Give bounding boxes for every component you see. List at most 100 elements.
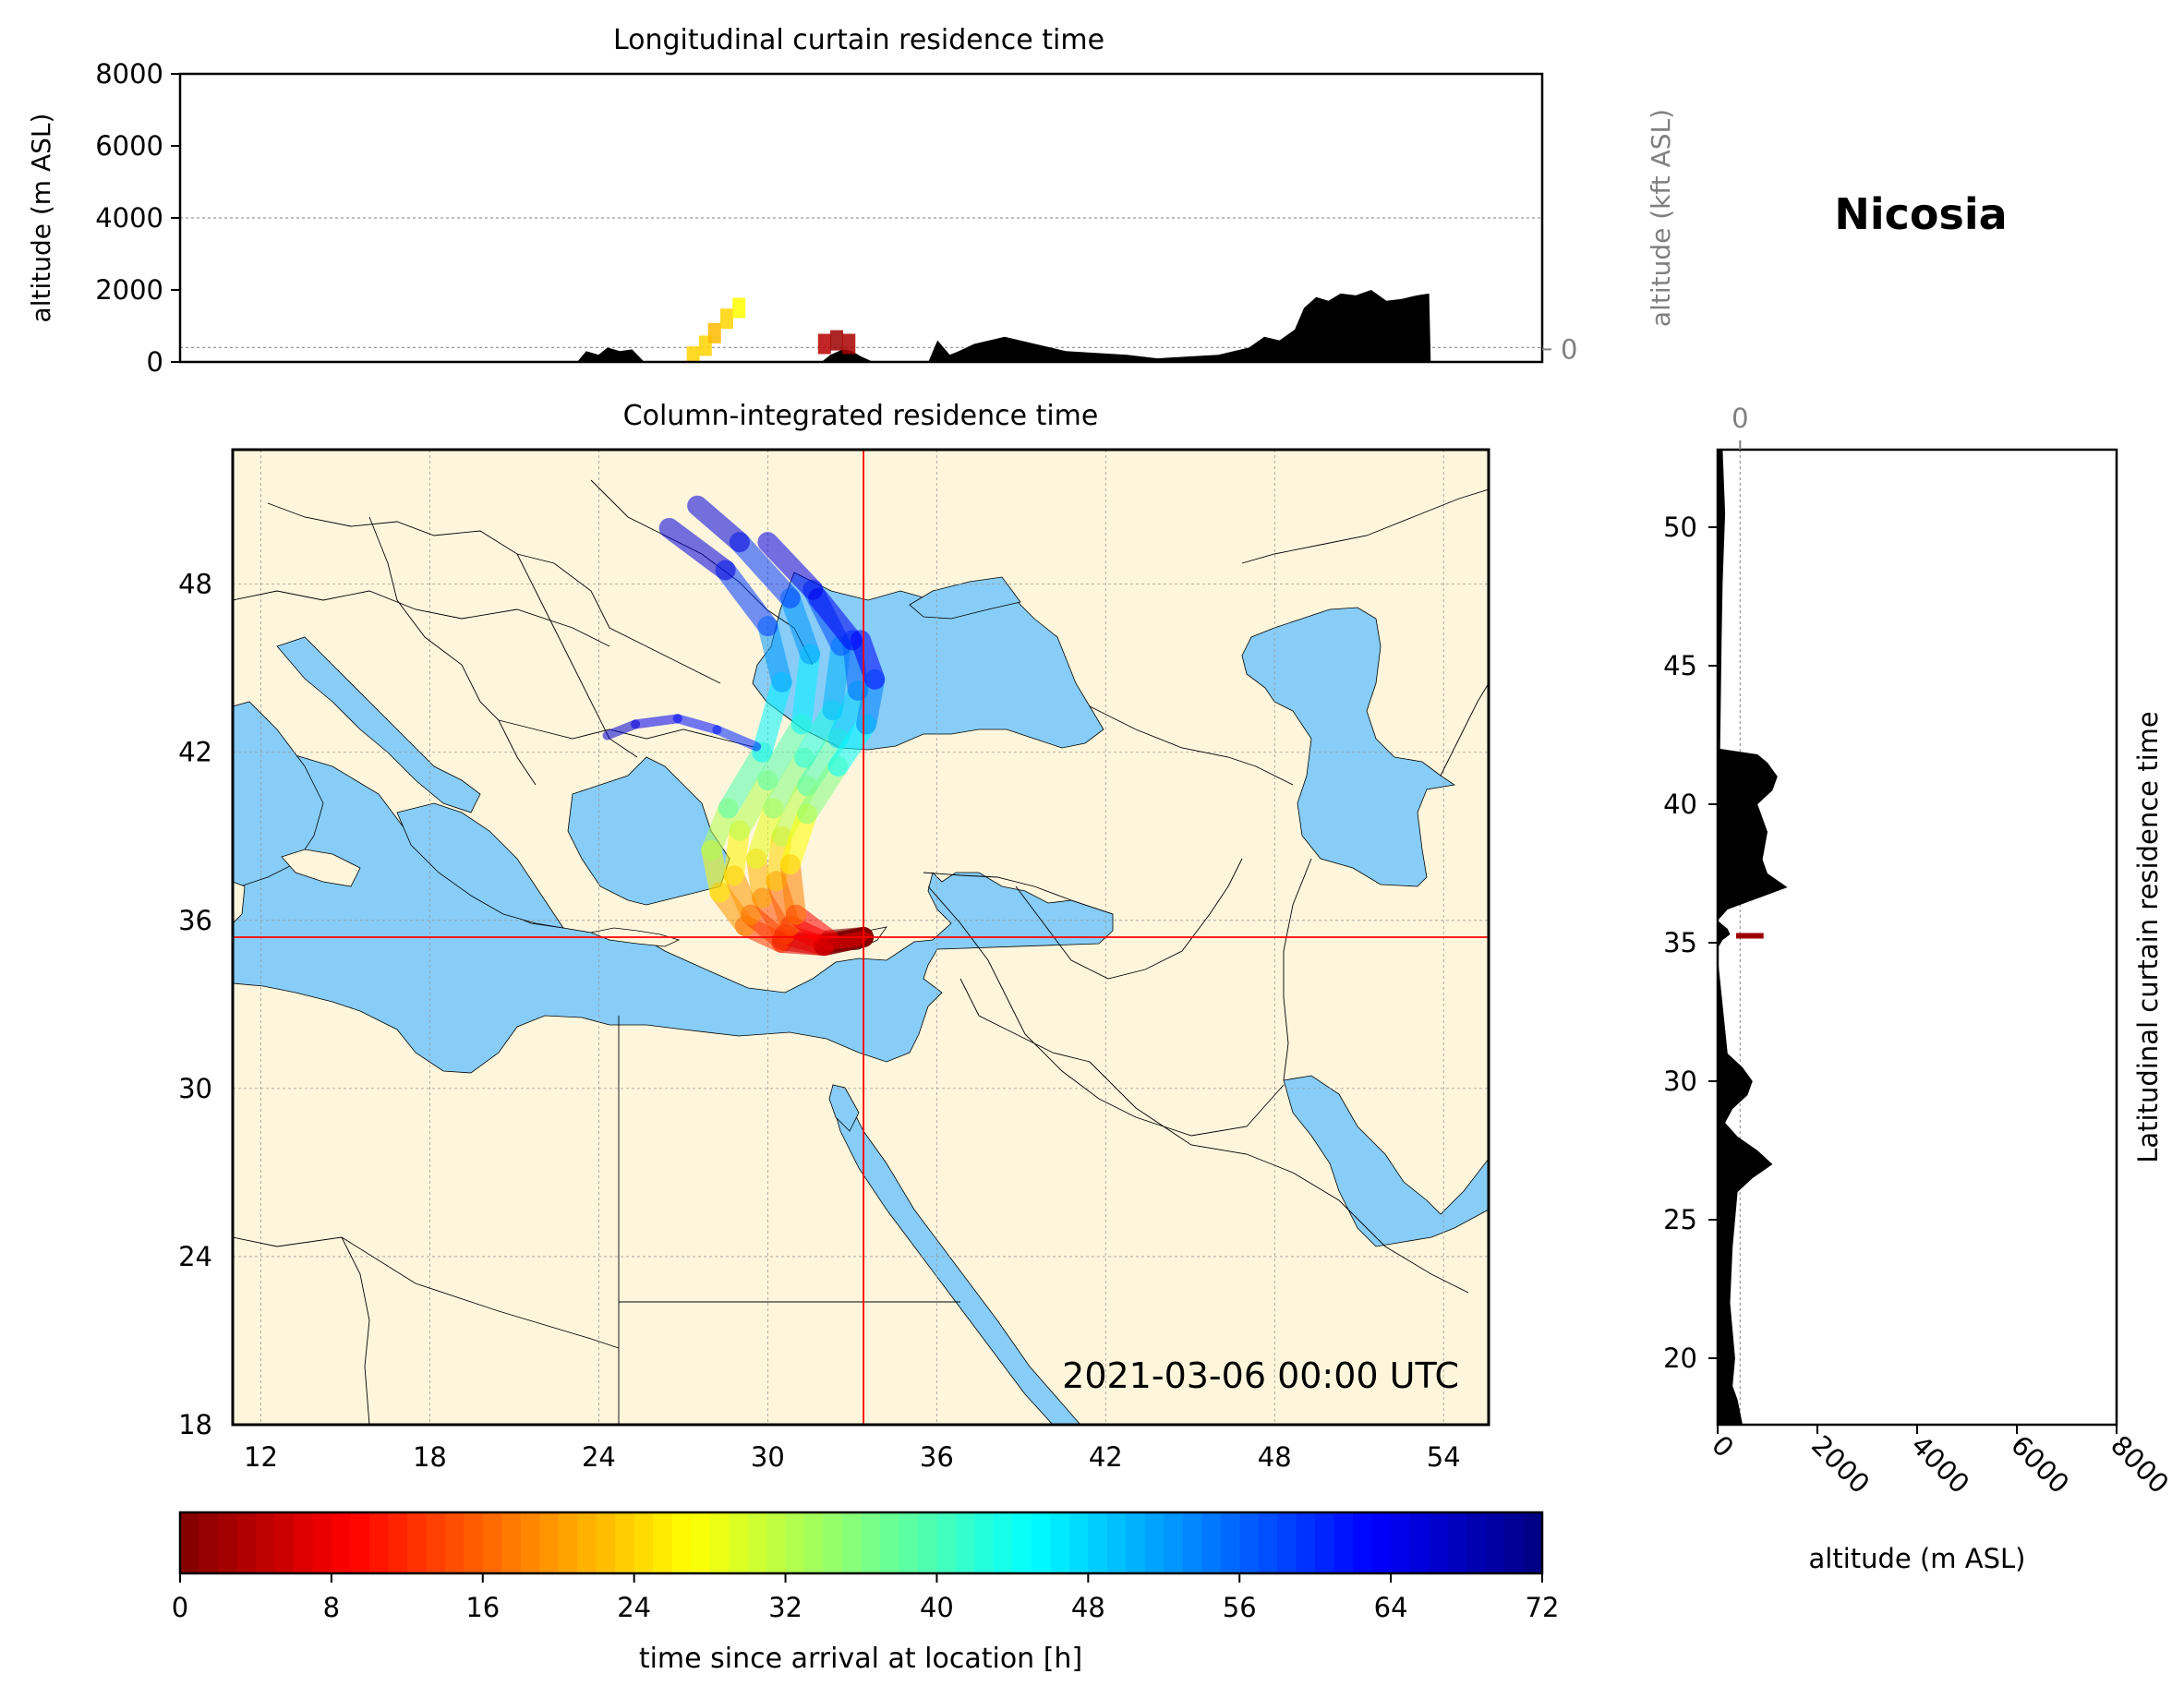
right-y-tick-label: 20 (1663, 1343, 1697, 1374)
ionian-sea (396, 802, 564, 929)
colorbar-tick-label: 16 (465, 1592, 500, 1623)
colorbar-step (558, 1512, 578, 1573)
colorbar-tick-label: 56 (1223, 1592, 1257, 1623)
trajectory-segment (672, 714, 722, 735)
colorbar-tick-label: 24 (617, 1592, 651, 1623)
top-y-ticks: 0 2000 4000 6000 8000 (95, 58, 180, 378)
colorbar-step (350, 1512, 370, 1573)
trajectory-segment (658, 517, 736, 581)
colorbar-step (520, 1512, 540, 1573)
border-kazakh (1241, 488, 1489, 564)
colorbar-tick-label: 0 (172, 1592, 188, 1623)
border-middle-east-2 (1015, 858, 1243, 980)
trajectory-segment (729, 532, 801, 608)
colorbar-step (804, 1512, 825, 1573)
colorbar-step (879, 1512, 900, 1573)
right-x-ticks: 0 2000 4000 6000 8000 (1706, 1425, 2175, 1499)
colorbar-step (766, 1512, 787, 1573)
trajectory-segment (715, 560, 778, 637)
colorbar-step (1164, 1512, 1184, 1573)
colorbar-step (501, 1512, 522, 1573)
right-x-ticks-top: 050100 (1732, 403, 1749, 450)
trajectory-segment (752, 671, 792, 763)
top-residence-layer (686, 297, 856, 362)
right-y-tick-label: 30 (1663, 1066, 1697, 1097)
right-y-tick-label: 45 (1663, 650, 1697, 681)
right-x-tick-label: 6000 (2005, 1429, 2075, 1499)
colorbar-label: time since arrival at location [h] (639, 1643, 1082, 1675)
colorbar-step (1068, 1512, 1089, 1573)
longitudinal-curtain-panel: Longitudinal curtain residence time 0 200… (26, 24, 1676, 378)
top-y-axis-label-right: altitude (kft ASL) (1646, 109, 1676, 327)
sicily-island (281, 849, 361, 887)
map-y-ticks: 18 24 30 36 42 48 (178, 569, 212, 1440)
colorbar-frame (178, 1511, 1544, 1575)
colorbar-step (312, 1512, 332, 1573)
border-middle-east-3 (959, 978, 1091, 1063)
top-residence-cell (707, 322, 721, 343)
colorbar-step (709, 1512, 730, 1573)
country-borders (233, 479, 1489, 1425)
colorbar-tick-label: 48 (1071, 1592, 1105, 1623)
map-x-tick-label: 48 (1258, 1441, 1292, 1473)
map-y-tick-label: 48 (178, 569, 212, 600)
top-y-tick-label: 4000 (95, 202, 163, 234)
site-plume-marker (827, 931, 873, 949)
colorbar-step (388, 1512, 408, 1573)
colorbar-step (406, 1512, 427, 1573)
right-x-tick-label: 2000 (1805, 1429, 1876, 1499)
colorbar-step (861, 1512, 881, 1573)
map-panel-title: Column-integrated residence time (623, 400, 1099, 432)
colorbar-step (993, 1512, 1013, 1573)
trajectory-segment (631, 714, 682, 729)
colorbar-step (1239, 1512, 1260, 1573)
colorbar-step (1315, 1512, 1335, 1573)
trajectory-segment (790, 644, 821, 735)
colorbar-tick-label: 72 (1526, 1592, 1560, 1623)
right-x-axis-label: altitude (m ASL) (1809, 1543, 2026, 1574)
colorbar-step (671, 1512, 692, 1573)
colorbar-step (274, 1512, 295, 1573)
colorbar-step (539, 1512, 560, 1573)
colorbar-step (596, 1512, 616, 1573)
map-x-tick-label: 30 (751, 1441, 785, 1473)
trajectory-segment (687, 495, 750, 553)
colorbar-tick-label: 8 (323, 1592, 340, 1623)
colorbar-tick-label: 32 (768, 1592, 802, 1623)
map-y-tick-label: 24 (178, 1241, 212, 1272)
colorbar-step (1333, 1512, 1354, 1573)
colorbar-step (1182, 1512, 1202, 1573)
colorbar: 0 8 16 24 32 40 48 56 64 72 time since arrival at… (172, 1511, 1560, 1675)
top-residence-cell (817, 333, 831, 355)
top-panel-title: Longitudinal curtain residence time (613, 24, 1104, 56)
top-residence-cell (686, 346, 700, 362)
sardinia-island (233, 881, 246, 924)
colorbar-step (1088, 1512, 1108, 1573)
colorbar-step (1220, 1512, 1240, 1573)
map-y-tick-label: 42 (178, 737, 212, 768)
colorbar-step (217, 1512, 238, 1573)
top-terrain-layer (180, 290, 1542, 362)
border-europe-3 (368, 516, 537, 786)
right-x-tick-label: 0 (1706, 1429, 1740, 1463)
colorbar-tick-label: 64 (1374, 1592, 1408, 1623)
trajectory-segment (757, 714, 812, 791)
map-timestamp: 2021-03-06 00:00 UTC (1062, 1355, 1459, 1396)
persian-gulf (1283, 1075, 1489, 1247)
colorbar-step (842, 1512, 863, 1573)
colorbar-step (426, 1512, 446, 1573)
colorbar-step (444, 1512, 465, 1573)
colorbar-step (1485, 1512, 1505, 1573)
colorbar-step (1504, 1512, 1525, 1573)
map-frame (231, 448, 1490, 1427)
colorbar-step (633, 1512, 654, 1573)
colorbar-step (974, 1512, 995, 1573)
adriatic-sea (276, 636, 481, 813)
colorbar-step (1409, 1512, 1430, 1573)
trajectory-segment (757, 532, 824, 600)
trajectory-segment (602, 719, 641, 741)
top-residence-cell (719, 308, 733, 330)
map-y-tick-label: 18 (178, 1409, 212, 1440)
top-y-axis-label: altitude (m ASL) (26, 114, 56, 323)
right-plot-frame (1716, 448, 2118, 1427)
